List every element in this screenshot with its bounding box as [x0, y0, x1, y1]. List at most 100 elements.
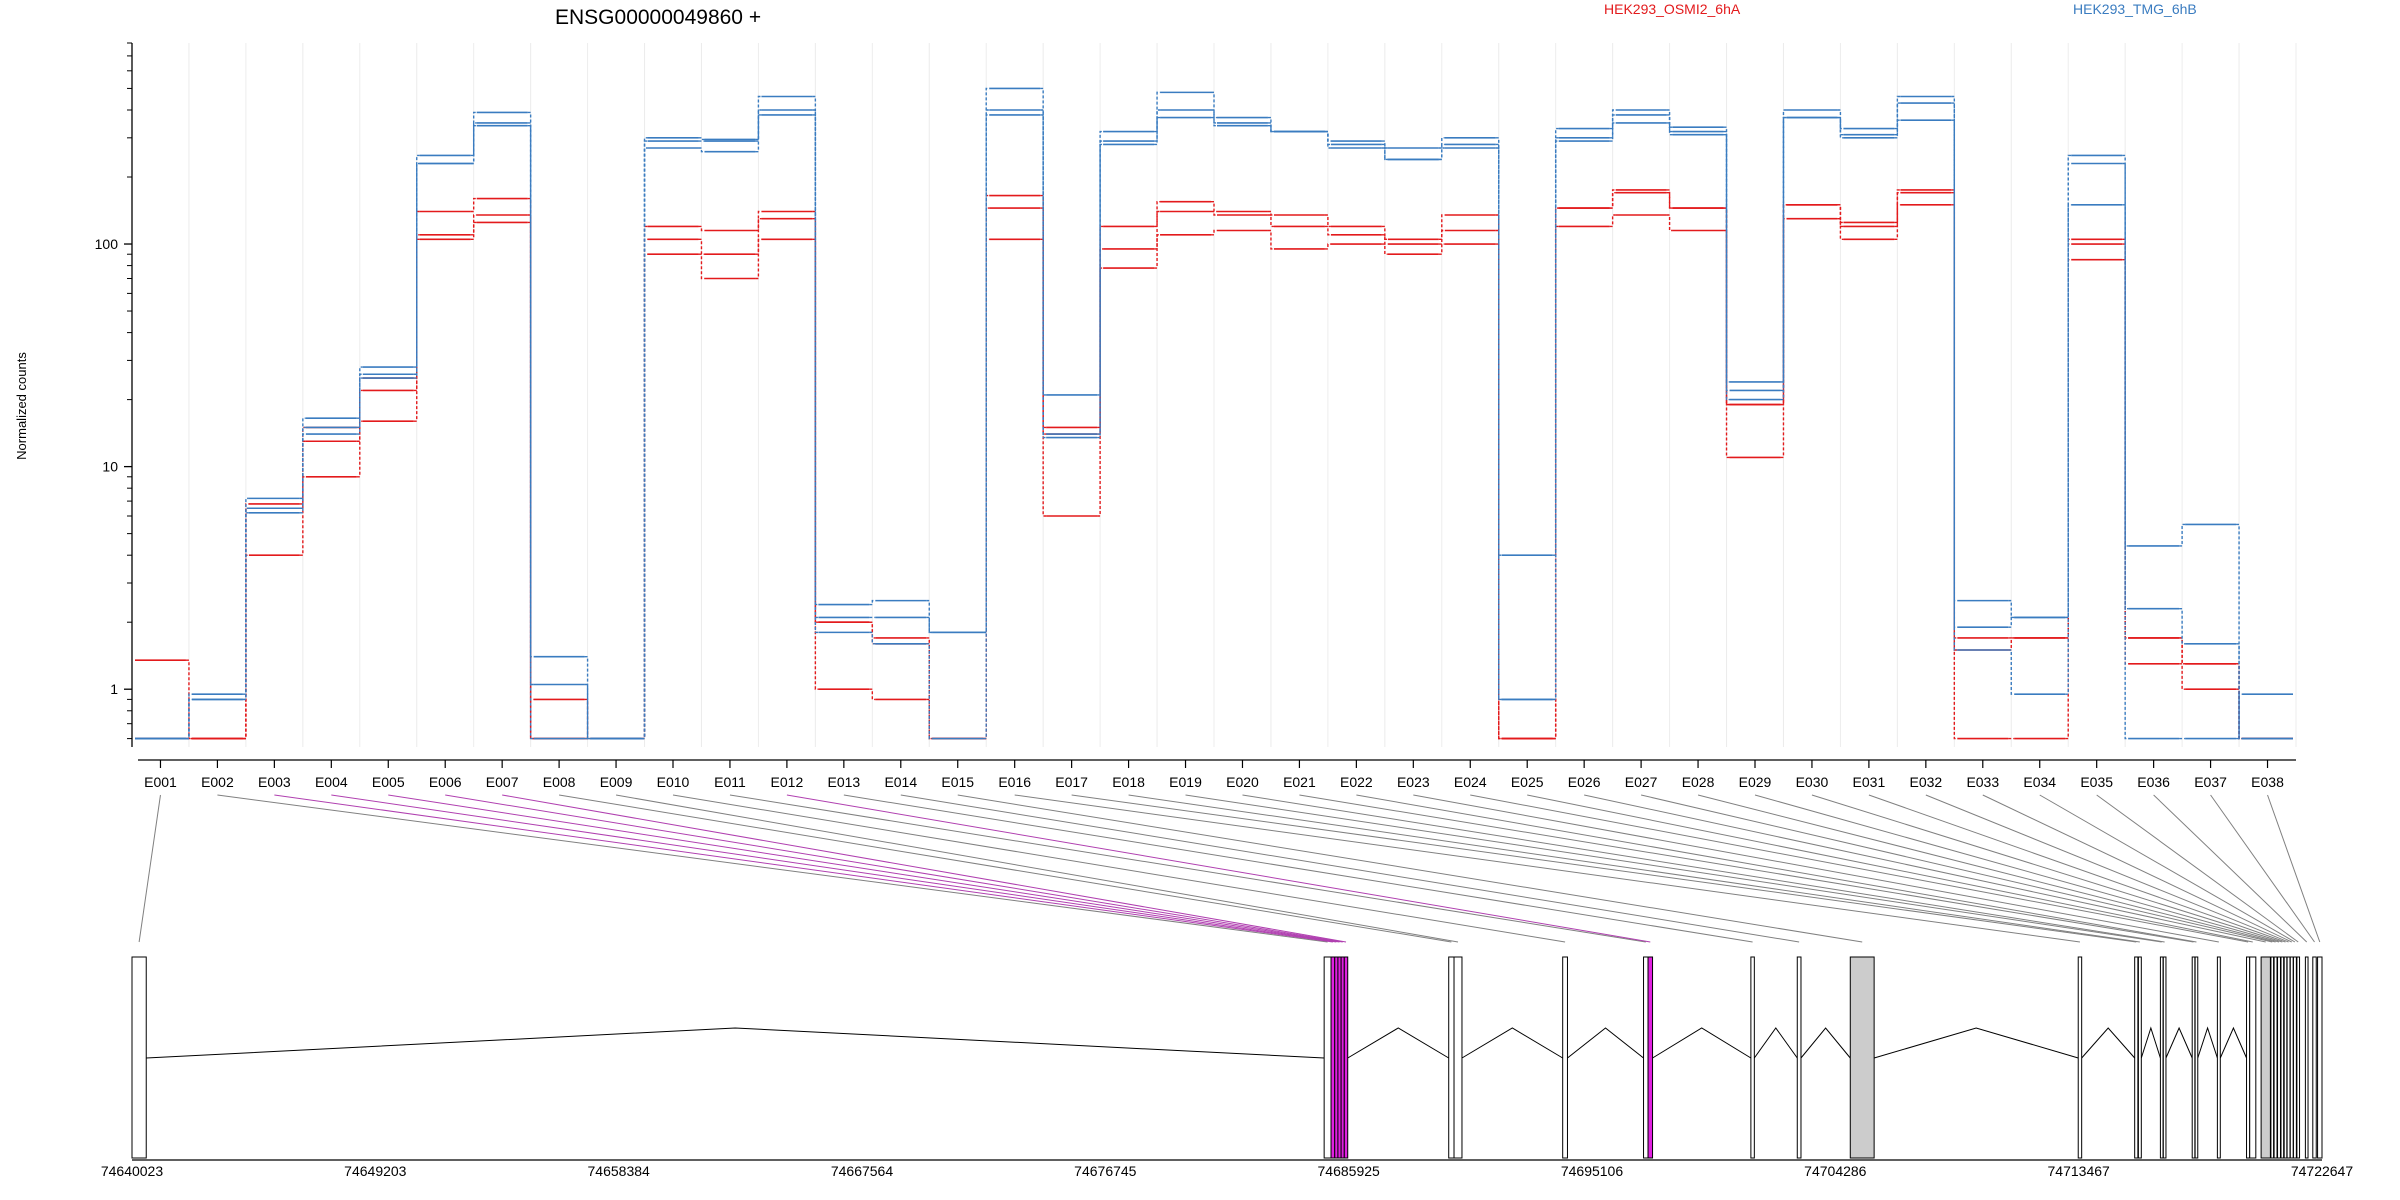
x-tick-label-e037: E037 — [2194, 774, 2227, 790]
intron-line — [2165, 1026, 2193, 1059]
exon-e016 — [2077, 956, 2083, 1159]
series-transition — [1951, 204, 1958, 740]
series-transition — [1324, 225, 1331, 236]
exon-connector-e019 — [1185, 794, 2162, 943]
exon-connector-e023 — [1413, 794, 2219, 943]
series-transition — [2179, 637, 2186, 665]
series-transition — [299, 426, 306, 509]
exon-connector-e013 — [843, 794, 1753, 943]
exon-e013 — [1750, 956, 1755, 1159]
x-tick-label-e017: E017 — [1055, 774, 1088, 790]
x-tick-label-e004: E004 — [315, 774, 348, 790]
series-transition — [926, 698, 933, 740]
series-transition — [1837, 217, 1844, 241]
series-transition — [356, 377, 363, 435]
series-transition — [2236, 693, 2243, 740]
gridlines — [131, 43, 2297, 747]
series-transition — [2236, 643, 2243, 740]
series-transition — [926, 637, 933, 740]
series-transition — [356, 373, 363, 429]
series-transition — [356, 420, 363, 478]
x-tick-label-e024: E024 — [1454, 774, 1487, 790]
series-transition — [755, 217, 762, 255]
series-transition — [641, 147, 648, 740]
x-tick-label-e025: E025 — [1511, 774, 1544, 790]
series-transition — [1040, 194, 1047, 429]
genomic-coordinate-label: 74667564 — [831, 1163, 894, 1179]
exon-connector-e006 — [445, 794, 1343, 943]
exon-connector-e014 — [900, 794, 1800, 943]
exon-e009 — [1453, 956, 1463, 1159]
series-transition — [2065, 204, 2072, 695]
series-transition — [1894, 119, 1901, 139]
x-tick-label-e031: E031 — [1853, 774, 1886, 790]
exon-e020 — [2162, 956, 2167, 1159]
series-transition — [299, 417, 306, 500]
x-tick-label-e009: E009 — [600, 774, 633, 790]
exon-e036 — [2304, 956, 2309, 1159]
series-transition — [1381, 234, 1388, 245]
exon-connector-e008 — [559, 794, 1452, 943]
series-transition — [755, 114, 762, 153]
genomic-coordinate-label: 74722647 — [2291, 1163, 2354, 1179]
exon-e011 — [1643, 956, 1649, 1159]
series-transition — [1894, 204, 1901, 241]
exon-e008 — [1448, 956, 1455, 1159]
series-transition — [1438, 214, 1445, 241]
legend-entry-osmi2: HEK293_OSMI2_6hA — [1604, 1, 1741, 17]
series-transition — [1267, 214, 1274, 228]
series-transition — [1495, 147, 1502, 701]
x-tick-label-e002: E002 — [201, 774, 234, 790]
series-transition — [1552, 140, 1559, 701]
exon-connector-e002 — [217, 794, 1328, 943]
exon-e037 — [2312, 956, 2317, 1159]
exon-e033 — [2289, 956, 2294, 1159]
series-transition — [1666, 192, 1673, 209]
x-tick-label-e001: E001 — [144, 774, 177, 790]
exon-connector-e038 — [2267, 794, 2321, 943]
series-transition — [1495, 229, 1502, 740]
series-transition — [2122, 204, 2129, 740]
series-transition — [1780, 116, 1787, 401]
series-transition — [1894, 95, 1901, 130]
series-transition — [983, 109, 990, 634]
series-transition — [1267, 122, 1274, 133]
x-tick-label-e020: E020 — [1226, 774, 1259, 790]
series-transition — [1951, 119, 1958, 651]
series-transition — [1609, 114, 1616, 139]
x-tick-label-e034: E034 — [2023, 774, 2056, 790]
series-transition — [299, 433, 306, 514]
exon-e002 — [1323, 956, 1332, 1159]
series-transition — [527, 125, 534, 740]
exon-e021 — [2191, 956, 2196, 1159]
x-tick-label-e029: E029 — [1739, 774, 1772, 790]
series-transition — [527, 197, 534, 740]
exon-connector-e010 — [672, 794, 1566, 943]
genomic-coordinate-label: 74695106 — [1561, 1163, 1624, 1179]
series-transition — [1154, 210, 1161, 250]
series-transition — [812, 210, 819, 623]
series-transition — [1609, 122, 1616, 142]
x-tick-label-e028: E028 — [1682, 774, 1715, 790]
exon-e017 — [2134, 956, 2139, 1159]
intron-line — [2219, 1026, 2247, 1059]
series-transition — [698, 137, 705, 141]
series-transition — [698, 147, 705, 153]
series-transition — [1097, 140, 1104, 435]
exon-connector-e012 — [786, 794, 1651, 943]
x-tick-label-e003: E003 — [258, 774, 291, 790]
series-transition — [1211, 210, 1217, 216]
series-transition — [1723, 130, 1730, 392]
series-transition — [1267, 210, 1274, 216]
series-transition — [470, 221, 477, 241]
series-transition — [1438, 229, 1445, 245]
exon-connector-e033 — [1982, 794, 2292, 943]
series-transition — [1381, 243, 1388, 255]
exon-e030 — [2280, 956, 2285, 1159]
intron-line — [1347, 1027, 1449, 1059]
y-ticks: 1 10 100 — [95, 42, 132, 740]
series-transition — [1267, 229, 1274, 250]
x-tick-label-e026: E026 — [1568, 774, 1601, 790]
series-transition — [1666, 114, 1673, 133]
series-transition — [983, 114, 990, 740]
